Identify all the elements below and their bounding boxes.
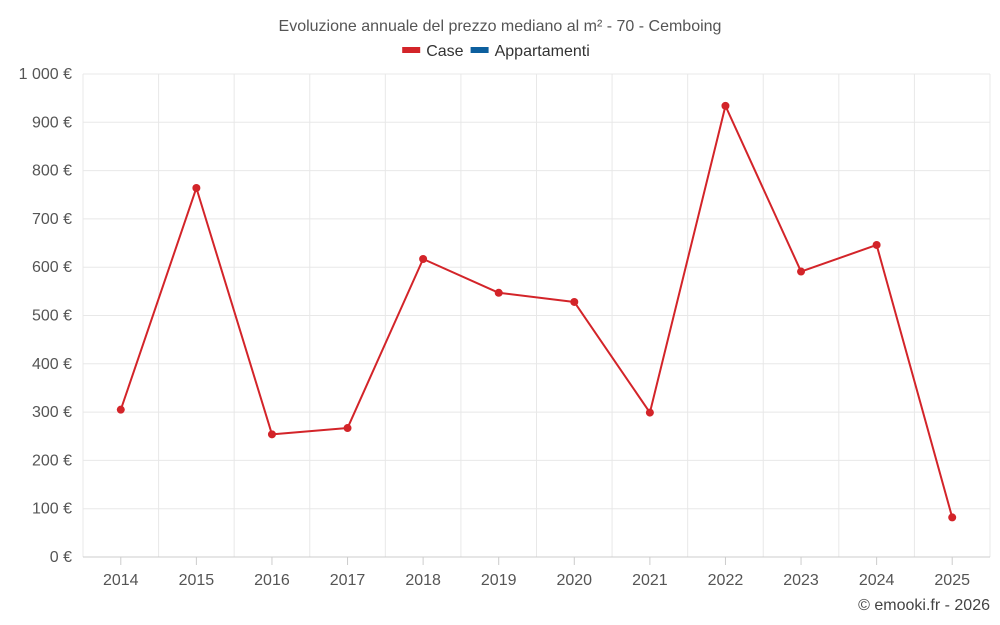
legend-label: Appartamenti [495,43,590,60]
data-point-2025[interactable] [948,513,957,522]
x-tick-label: 2024 [859,572,895,589]
x-tick-label: 2022 [708,572,744,589]
axes: 0 € 100 € 200 € 300 € 400 € 500 € 600 € 700 € 80… [19,66,990,589]
y-tick-label: 800 € [32,163,72,180]
data-point-2019[interactable] [494,288,503,297]
x-tick-label: 2018 [405,572,441,589]
data-point-2022[interactable] [721,101,730,110]
legend-swatch [470,47,489,53]
y-tick-label: 1 000 € [19,66,72,83]
y-tick-label: 200 € [32,452,72,469]
data-point-2018[interactable] [419,254,428,263]
y-tick-label: 300 € [32,404,72,421]
y-tick-label: 900 € [32,114,72,131]
y-tick-label: 600 € [32,259,72,276]
x-tick-label: 2019 [481,572,517,589]
y-tick-label: 500 € [32,308,72,325]
x-tick-label: 2023 [783,572,819,589]
data-point-2016[interactable] [267,430,276,439]
y-tick-label: 400 € [32,356,72,373]
series-line-case [119,104,954,518]
legend-item-case[interactable]: Case [402,43,464,60]
chart-title: Evoluzione annuale del prezzo mediano al… [279,18,722,35]
x-tick-label: 2021 [632,572,668,589]
credit-text: © emooki.fr - 2026 [858,597,990,614]
data-point-2023[interactable] [797,267,806,276]
data-point-2017[interactable] [343,424,352,433]
y-tick-label: 100 € [32,501,72,518]
x-tick-label: 2017 [330,572,366,589]
data-point-2014[interactable] [116,405,125,414]
y-tick-label: 0 € [50,549,72,566]
legend-swatch [402,47,421,53]
data-point-2015[interactable] [192,183,201,192]
x-tick-label: 2020 [556,572,592,589]
x-tick-label: 2015 [179,572,215,589]
x-tick-label: 2016 [254,572,290,589]
legend-label: Case [426,43,463,60]
data-point-2024[interactable] [872,240,881,249]
grid [82,73,991,557]
series-layer [116,101,957,522]
legend: Case Appartamenti [402,43,590,60]
x-tick-label: 2025 [934,572,970,589]
legend-item-appartamenti[interactable]: Appartamenti [470,43,590,60]
y-tick-label: 700 € [32,211,72,228]
data-point-2021[interactable] [645,408,654,417]
data-point-2020[interactable] [570,297,579,306]
x-tick-label: 2014 [103,572,139,589]
